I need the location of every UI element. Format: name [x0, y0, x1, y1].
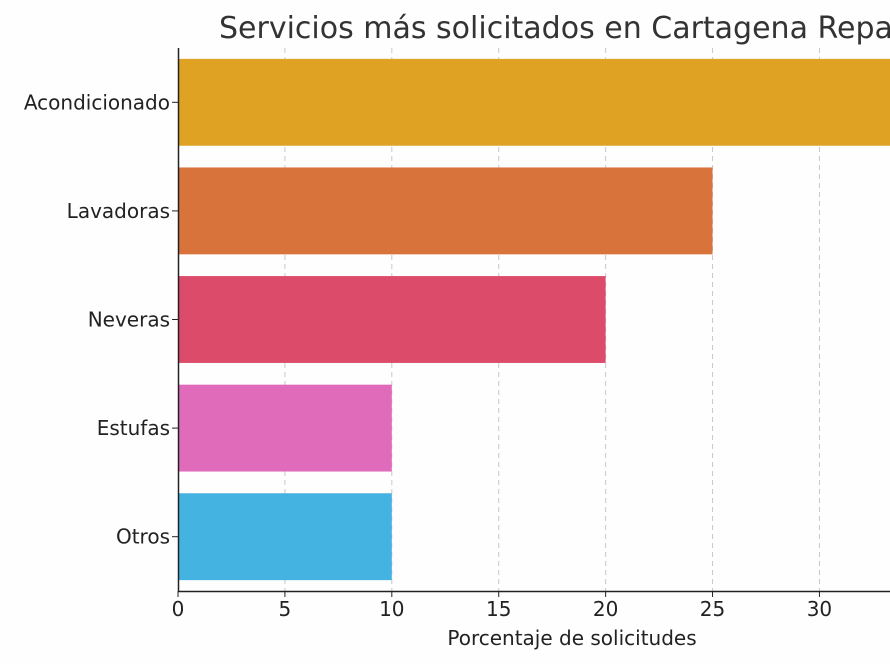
x-tick-labels: 0 5 10 15 20 25 30 — [172, 591, 832, 621]
y-tick-labels: Acondicionado Lavadoras Neveras Estufas Otro… — [24, 90, 178, 549]
chart-title: Servicios más solicitados en Cartagena R… — [219, 11, 890, 46]
y-tick-label: Lavadoras — [67, 199, 170, 223]
bar-lavadoras — [178, 167, 713, 255]
bar-otros — [178, 493, 392, 581]
y-tick-label: Acondicionado — [24, 90, 170, 114]
x-tick-label: 5 — [279, 597, 292, 621]
y-tick-label: Neveras — [88, 308, 170, 332]
x-tick-label: 15 — [486, 597, 511, 621]
bars — [178, 58, 890, 581]
y-tick-label: Otros — [116, 525, 170, 549]
x-tick-label: 30 — [807, 597, 832, 621]
x-tick-label: 10 — [379, 597, 404, 621]
bar-estufas — [178, 384, 392, 472]
x-tick-label: 0 — [172, 597, 185, 621]
bar-neveras — [178, 276, 606, 363]
axes — [177, 48, 890, 593]
y-tick-label: Estufas — [97, 416, 170, 440]
x-axis-label: Porcentaje de solicitudes — [447, 626, 696, 650]
x-tick-label: 25 — [700, 597, 725, 621]
x-tick-label: 20 — [593, 597, 618, 621]
bar-acondicionado — [178, 58, 890, 146]
